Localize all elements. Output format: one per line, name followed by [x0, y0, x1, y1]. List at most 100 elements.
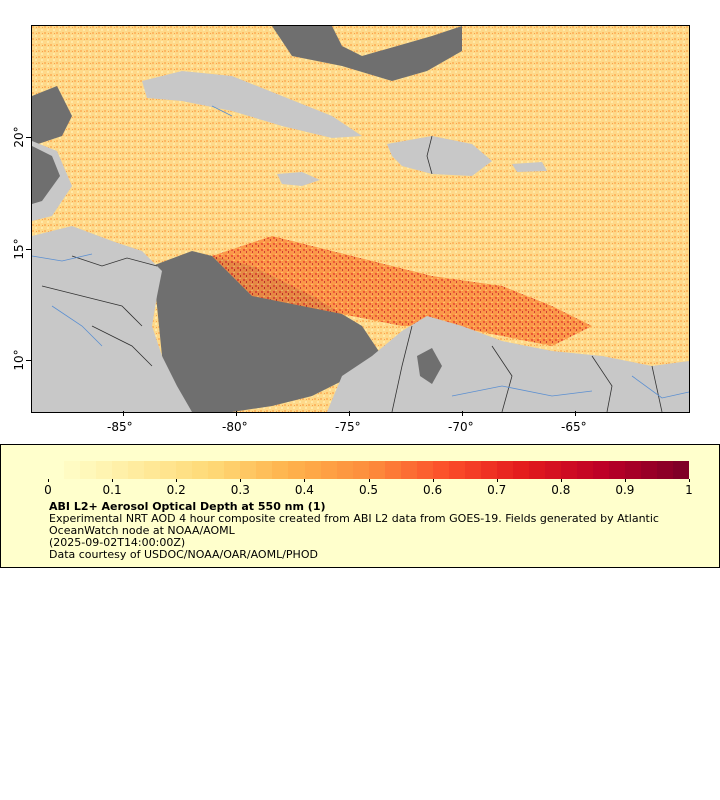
colorbar-tick-label: 0.2 [166, 483, 186, 497]
lake-maracaibo [417, 348, 442, 384]
colorbar-tick-label: 0.9 [615, 483, 635, 497]
colorbar-cell [561, 461, 578, 479]
colorbar-cell [609, 461, 626, 479]
colorbar-cell [48, 461, 65, 479]
colorbar-cell [464, 461, 481, 479]
colorbar-cell [304, 461, 321, 479]
colorbar-cell [352, 461, 369, 479]
colorbar-cell [528, 461, 545, 479]
colorbar-tick [48, 479, 49, 482]
colorbar-cell [144, 461, 161, 479]
colorbar-cell [641, 461, 658, 479]
colorbar-cell [64, 461, 81, 479]
lat-label: 15° [12, 238, 26, 260]
colorbar-cell [368, 461, 385, 479]
colorbar-cell [96, 461, 113, 479]
colorbar-cell [448, 461, 465, 479]
colorbar-cell [416, 461, 433, 479]
lat-tick [26, 360, 31, 361]
colorbar-cell [544, 461, 561, 479]
colorbar-cell [625, 461, 642, 479]
colorbar [48, 461, 690, 479]
country-borders [41, 135, 663, 412]
colorbar-cell [512, 461, 529, 479]
lon-tick [123, 411, 124, 416]
colorbar-tick-label: 0.6 [423, 483, 443, 497]
colorbar-tick-label: 1 [685, 483, 693, 497]
colorbar-cell [256, 461, 273, 479]
lat-label: 20° [12, 126, 26, 148]
colorbar-tick [624, 479, 626, 482]
colorbar-cell [112, 461, 129, 479]
lon-label: -65° [561, 420, 587, 434]
hispaniola-land [387, 136, 492, 176]
colorbar-cell [192, 461, 209, 479]
colorbar-cell [288, 461, 305, 479]
colorbar-cell [496, 461, 513, 479]
colorbar-tick [689, 479, 690, 482]
nodata-region [272, 26, 462, 81]
colorbar-tick-label: 0.8 [551, 483, 571, 497]
colorbar-tick [368, 479, 370, 482]
rivers [32, 105, 689, 399]
lon-label: -70° [448, 420, 474, 434]
colorbar-cell [593, 461, 610, 479]
colorbar-tick [112, 479, 114, 482]
lon-label: -85° [107, 420, 133, 434]
colorbar-cell [400, 461, 417, 479]
lon-tick [575, 411, 576, 416]
nodata-region [32, 86, 72, 146]
cuba-land [142, 71, 362, 138]
colorbar-cell [432, 461, 449, 479]
colorbar-tick [496, 479, 498, 482]
legend-description: Experimental NRT AOD 4 hour composite cr… [49, 512, 659, 537]
colorbar-tick-label: 0.3 [230, 483, 250, 497]
high-aod-band [212, 236, 592, 346]
colorbar-tick [432, 479, 434, 482]
legend-text: ABI L2+ Aerosol Optical Depth at 550 nm … [49, 501, 689, 561]
legend-credit: Data courtesy of USDOC/NOAA/OAR/AOML/PHO… [49, 548, 318, 561]
south-america-land [327, 316, 689, 412]
lon-tick [462, 411, 463, 416]
colorbar-cell [208, 461, 225, 479]
colorbar-cell [673, 461, 690, 479]
map-canvas [32, 26, 689, 412]
colorbar-cell [320, 461, 337, 479]
lon-label: -75° [335, 420, 361, 434]
colorbar-cell [272, 461, 289, 479]
colorbar-cell [160, 461, 177, 479]
colorbar-tick-label: 0 [44, 483, 52, 497]
legend-title: ABI L2+ Aerosol Optical Depth at 550 nm … [49, 500, 326, 513]
colorbar-tick-label: 0.1 [102, 483, 122, 497]
colorbar-tick-label: 0.4 [294, 483, 314, 497]
colorbar-cell [128, 461, 145, 479]
colorbar-tick [240, 479, 242, 482]
colorbar-tick-label: 0.7 [487, 483, 507, 497]
colorbar-cell [224, 461, 241, 479]
colorbar-cell [657, 461, 674, 479]
lat-tick [26, 137, 31, 138]
colorbar-tick [304, 479, 306, 482]
colorbar-cell [480, 461, 497, 479]
nodata-region [152, 251, 382, 412]
colorbar-cell [577, 461, 594, 479]
lat-tick [26, 249, 31, 250]
colorbar-cell [384, 461, 401, 479]
legend-panel: ABI L2+ Aerosol Optical Depth at 550 nm … [0, 444, 720, 568]
colorbar-tick [176, 479, 178, 482]
lon-tick [349, 411, 350, 416]
colorbar-cell [336, 461, 353, 479]
puerto-rico-land [512, 162, 547, 172]
lon-tick [236, 411, 237, 416]
jamaica-land [277, 172, 320, 186]
aod-map[interactable] [31, 25, 690, 413]
colorbar-cell [80, 461, 97, 479]
colorbar-cell [176, 461, 193, 479]
colorbar-cell [240, 461, 257, 479]
lat-label: 10° [12, 349, 26, 371]
colorbar-tick-label: 0.5 [358, 483, 379, 497]
colorbar-tick [560, 479, 562, 482]
legend-timestamp: (2025-09-02T14:00:00Z) [49, 536, 186, 549]
lon-label: -80° [222, 420, 248, 434]
nodata-region [32, 146, 60, 204]
